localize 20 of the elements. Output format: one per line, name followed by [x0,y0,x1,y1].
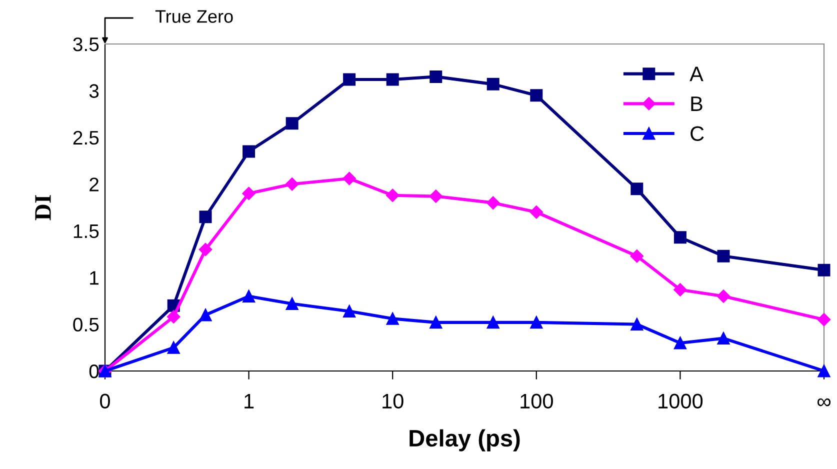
x-tick-label: 100 [520,394,553,409]
y-tick-label: 2.5 [73,130,99,145]
y-tick-label: 0.5 [73,318,99,332]
x-tick-label: 1000 [658,394,703,409]
x-tick-label: ∞ [817,398,831,406]
y-tick-label: 1.5 [74,224,99,238]
y-axis-title: DI [35,195,51,220]
y-tick-label: 2 [90,178,98,192]
legend-label: A [690,66,704,82]
y-tick-label: 1 [90,271,98,285]
y-tick-label: 3.5 [73,37,99,52]
legend-label: B [691,96,702,111]
x-tick-label: 1 [244,394,254,408]
x-tick-label: 10 [382,394,404,409]
text: True Zero [155,10,233,23]
x-axis-title: Delay (ps) [410,429,520,452]
legend-label: C [690,126,704,141]
y-tick-label: 3 [89,84,99,98]
y-tick-label: 0 [89,364,99,378]
x-tick-label: 0 [100,394,110,409]
